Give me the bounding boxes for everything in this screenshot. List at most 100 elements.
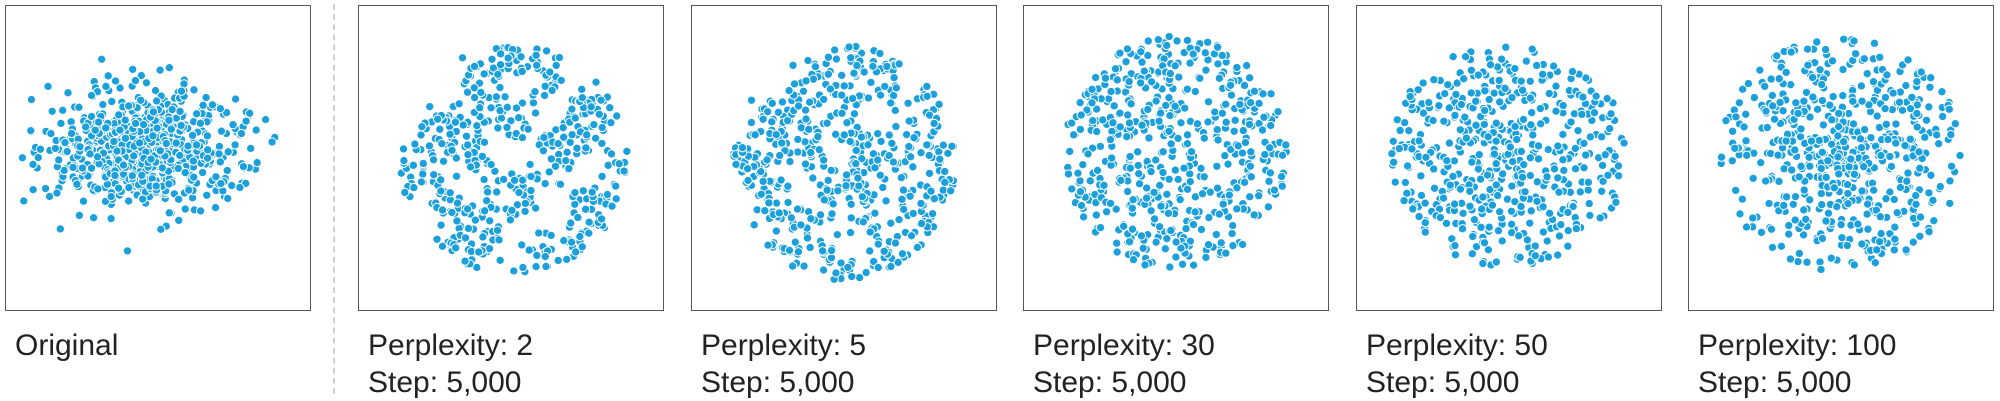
data-point (1438, 193, 1449, 203)
data-point (1408, 204, 1418, 214)
data-point (400, 187, 410, 198)
data-point (801, 76, 811, 86)
data-point (120, 133, 131, 143)
data-point (246, 143, 256, 154)
data-point (742, 164, 753, 174)
data-point (1444, 103, 1454, 113)
data-point (837, 108, 847, 118)
data-point (1160, 244, 1171, 254)
data-point (1170, 101, 1180, 112)
data-point (1525, 170, 1536, 181)
data-point (853, 173, 863, 183)
data-point (122, 246, 133, 256)
data-point (1221, 248, 1231, 258)
data-point (1749, 92, 1760, 103)
data-point (1166, 225, 1176, 236)
data-point (138, 194, 148, 204)
data-point (1785, 254, 1796, 264)
data-point (75, 142, 85, 152)
data-point (827, 209, 837, 219)
data-point (1823, 156, 1833, 166)
data-point (1862, 199, 1873, 209)
data-point (28, 185, 38, 195)
data-point (1164, 31, 1174, 42)
data-point (1182, 130, 1193, 140)
data-point (922, 140, 932, 150)
data-point (1123, 110, 1133, 120)
data-point (1863, 224, 1873, 234)
data-point (1849, 36, 1859, 46)
data-point (1583, 177, 1594, 188)
data-point (1500, 83, 1510, 94)
data-point (889, 72, 899, 83)
data-point (1519, 159, 1529, 170)
data-point (1489, 149, 1500, 159)
data-point (1153, 35, 1163, 45)
data-point (882, 61, 892, 72)
data-point (457, 53, 468, 63)
data-point (1585, 132, 1596, 142)
data-point (1091, 210, 1101, 220)
data-point (1915, 231, 1925, 241)
data-point (1793, 108, 1803, 119)
scatter-plot (358, 5, 664, 311)
data-point (1418, 78, 1428, 88)
data-point (760, 205, 770, 216)
data-point (1563, 207, 1573, 218)
data-point (496, 113, 507, 123)
data-point (1230, 115, 1240, 126)
data-point (1517, 172, 1528, 182)
data-point (1151, 96, 1161, 106)
data-point (1817, 147, 1827, 158)
data-point (1526, 108, 1537, 118)
data-point (1798, 230, 1809, 240)
data-point (767, 117, 777, 127)
data-point (477, 151, 488, 162)
data-point (207, 100, 218, 110)
data-point (1221, 117, 1231, 128)
data-point (1721, 115, 1731, 126)
data-point (1265, 143, 1275, 153)
data-point (1085, 176, 1095, 186)
data-point (1238, 125, 1249, 136)
data-point (1872, 111, 1882, 121)
data-point (1610, 151, 1620, 161)
data-point (1192, 119, 1203, 129)
data-point (743, 175, 753, 186)
data-point (1442, 156, 1452, 166)
data-point (480, 206, 490, 216)
data-point (1832, 202, 1842, 212)
data-point (1734, 98, 1745, 108)
data-point (1099, 180, 1109, 190)
data-point (72, 179, 82, 189)
data-point (764, 198, 774, 208)
data-point (1816, 188, 1826, 199)
data-point (1897, 105, 1908, 115)
data-point (1166, 139, 1176, 149)
data-point (822, 185, 832, 195)
data-point (570, 113, 580, 123)
data-point (1756, 227, 1767, 238)
data-point (251, 125, 261, 135)
data-point (1467, 249, 1478, 259)
data-point (1128, 195, 1138, 205)
data-point (1461, 133, 1472, 143)
data-point (1420, 218, 1431, 228)
data-point (1907, 92, 1917, 103)
data-point (152, 123, 162, 133)
data-point (1421, 152, 1431, 162)
data-point (1134, 179, 1145, 189)
data-point (876, 136, 886, 147)
data-point (879, 246, 889, 256)
data-point (922, 91, 932, 101)
data-point (74, 102, 84, 113)
data-point (1805, 195, 1815, 205)
data-point (1108, 118, 1118, 128)
scatter-svg (1063, 31, 1291, 272)
data-point (238, 161, 249, 172)
data-point (1196, 224, 1207, 235)
data-point (1791, 98, 1801, 108)
data-point (1579, 163, 1589, 173)
data-point (1742, 150, 1752, 160)
data-point (424, 141, 435, 151)
